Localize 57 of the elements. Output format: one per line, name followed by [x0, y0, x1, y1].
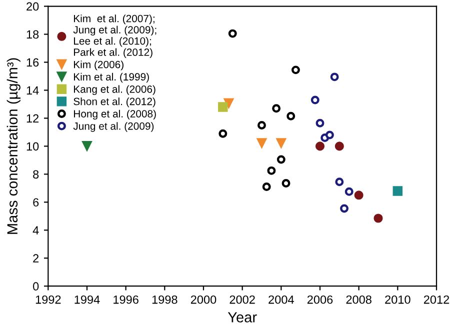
- x-tick-label: 2010: [385, 295, 410, 304]
- legend-label: Kang et al. (2006): [74, 85, 156, 95]
- legend-label: Kim (2006): [74, 60, 124, 70]
- point: [276, 155, 286, 164]
- y-tick-label: 18: [26, 30, 39, 39]
- point: [340, 204, 348, 213]
- point: [218, 129, 228, 138]
- y-tick-label: 16: [26, 58, 39, 67]
- point: [262, 182, 271, 191]
- point: [276, 138, 286, 149]
- point: [228, 29, 237, 38]
- y-tick-label: 2: [33, 254, 39, 262]
- point: [282, 179, 290, 188]
- point: [316, 118, 324, 128]
- x-tick-label: 1998: [152, 295, 178, 304]
- point: [315, 142, 325, 151]
- point: [291, 66, 300, 74]
- legend-label: Jung et al. (2009): [73, 122, 154, 132]
- x-axis-title: Year: [228, 312, 257, 322]
- x-tick-label: 2000: [190, 295, 216, 304]
- point: [267, 166, 276, 175]
- x-tick-label: 2002: [230, 295, 255, 304]
- point: [344, 187, 354, 196]
- y-tick-label: 14: [26, 86, 39, 94]
- x-tick-label: 1996: [114, 295, 138, 304]
- point: [354, 190, 364, 200]
- y-tick-label: 4: [32, 226, 39, 234]
- y-tick-label: 12: [26, 114, 39, 122]
- point: [82, 140, 92, 152]
- x-tick-label: 2012: [424, 295, 450, 304]
- legend-label: Kim et al. (2007); Jung et al. (2009); Lee et al. (2010); Park et al. (2012): [73, 14, 156, 58]
- point: [392, 186, 403, 196]
- y-tick-label: 20: [26, 2, 39, 11]
- point: [286, 112, 296, 120]
- point: [325, 130, 334, 140]
- point: [335, 178, 344, 186]
- y-tick-label: 0: [33, 282, 39, 291]
- x-tick-label: 2008: [346, 295, 372, 304]
- legend-label: Hong et al. (2008): [74, 110, 156, 120]
- point: [258, 120, 266, 130]
- x-tick-label: 1992: [36, 295, 61, 304]
- legend-label: Kim et al. (1999): [74, 72, 149, 83]
- point: [272, 104, 281, 113]
- point: [374, 214, 383, 223]
- point: [310, 96, 320, 104]
- y-tick-label: 6: [33, 198, 39, 207]
- x-tick-label: 2004: [268, 295, 294, 304]
- x-tick-label: 2006: [307, 295, 333, 304]
- legend-label: Shon et al. (2012): [74, 98, 156, 108]
- point: [256, 138, 267, 149]
- point: [218, 102, 228, 112]
- y-axis-title: Mass concentration (µg/m³): [6, 58, 20, 234]
- y-tick-label: 10: [26, 142, 39, 151]
- x-tick-label: 1994: [74, 295, 100, 304]
- y-tick-label: 8: [33, 170, 39, 179]
- point: [334, 142, 344, 151]
- point: [330, 72, 339, 82]
